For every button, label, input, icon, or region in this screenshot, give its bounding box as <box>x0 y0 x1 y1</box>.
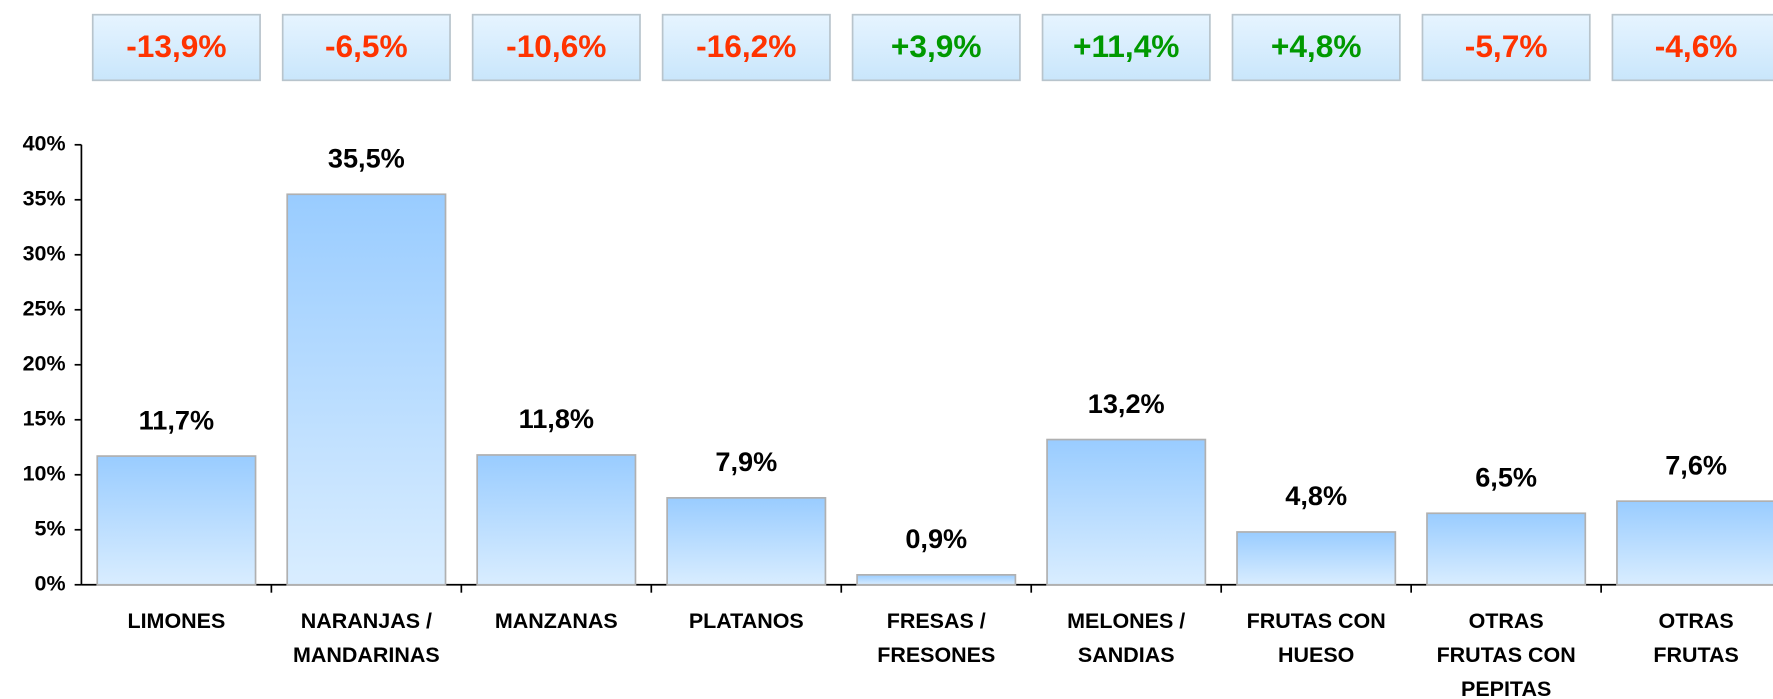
change-label: -16,2% <box>696 28 796 64</box>
label-line: HUESO <box>1278 643 1354 667</box>
bar <box>666 497 827 586</box>
change-label: -10,6% <box>506 28 606 64</box>
change-box <box>1041 13 1211 82</box>
change-label: -4,6% <box>1655 28 1738 64</box>
bar <box>1616 500 1773 586</box>
label-line: OTRAS <box>1659 609 1734 633</box>
x-tick-label: PLATANOS <box>689 609 804 633</box>
y-tick-label: 40% <box>23 131 66 155</box>
data-label: 7,6% <box>1665 449 1727 480</box>
x-tick-label: NARANJAS / MANDARINAS <box>293 609 440 667</box>
change-label: +4,8% <box>1271 28 1362 64</box>
change-box <box>1611 13 1773 82</box>
change-label: -5,7% <box>1465 28 1548 64</box>
y-tick-label: 0% <box>35 571 66 595</box>
label-line: PEPITAS <box>1461 677 1551 699</box>
y-tick-label: 20% <box>23 351 66 375</box>
label-line: NARANJAS / <box>301 609 432 633</box>
y-tick-label: 15% <box>23 406 66 430</box>
label-line: FRUTAS <box>1653 643 1738 667</box>
x-tick-label: FRESAS / FRESONES <box>877 609 995 667</box>
data-label: 11,8% <box>519 403 594 434</box>
data-label: 7,9% <box>715 446 777 477</box>
change-box <box>1231 13 1401 82</box>
label-line: FRESONES <box>877 643 995 667</box>
label-line: LIMONES <box>127 609 225 633</box>
label-line: SANDIAS <box>1078 643 1175 667</box>
y-tick-label: 35% <box>23 186 66 210</box>
x-tick-label: MANZANAS <box>495 609 618 633</box>
label-line: FRESAS / <box>887 609 986 633</box>
label-line: FRUTAS CON <box>1437 643 1576 667</box>
change-box <box>1421 13 1591 82</box>
label-line: OTRAS <box>1469 609 1544 633</box>
x-tick-label: OTRAS FRUTAS CON PEPITAS <box>1437 609 1576 699</box>
bar <box>1426 512 1587 586</box>
label-line: MANZANAS <box>495 609 618 633</box>
data-label: 11,7% <box>139 404 214 435</box>
x-tick-label: LIMONES <box>127 609 225 633</box>
change-label: -13,9% <box>126 28 226 64</box>
label-line: FRUTAS CON <box>1247 609 1386 633</box>
data-label: 6,5% <box>1475 462 1537 493</box>
data-label: 4,8% <box>1285 480 1347 511</box>
change-box <box>661 13 831 82</box>
data-label: 13,2% <box>1088 388 1165 419</box>
data-label: 0,9% <box>905 523 967 554</box>
bar <box>1046 438 1207 586</box>
label-line: MELONES / <box>1067 609 1185 633</box>
data-label: 35,5% <box>328 143 405 174</box>
change-box <box>281 13 451 82</box>
change-label: +11,4% <box>1073 28 1179 64</box>
x-tick-label: MELONES / SANDIAS <box>1067 609 1185 667</box>
y-tick-label: 10% <box>23 461 66 485</box>
change-label: +3,9% <box>891 28 982 64</box>
bar <box>96 455 257 586</box>
change-label: -6,5% <box>325 28 408 64</box>
bar <box>856 574 1017 586</box>
y-tick-label: 30% <box>23 241 66 265</box>
x-tick-label: OTRAS FRUTAS <box>1653 609 1738 667</box>
y-tick-label: 5% <box>35 516 66 540</box>
label-line: MANDARINAS <box>293 643 440 667</box>
bar <box>476 454 637 586</box>
change-box <box>851 13 1021 82</box>
bar <box>1236 531 1397 586</box>
change-box <box>471 13 641 82</box>
y-tick-label: 25% <box>23 296 66 320</box>
bar <box>286 193 447 586</box>
label-line: PLATANOS <box>689 609 804 633</box>
x-tick-label: FRUTAS CON HUESO <box>1247 609 1386 667</box>
change-box <box>91 13 261 82</box>
